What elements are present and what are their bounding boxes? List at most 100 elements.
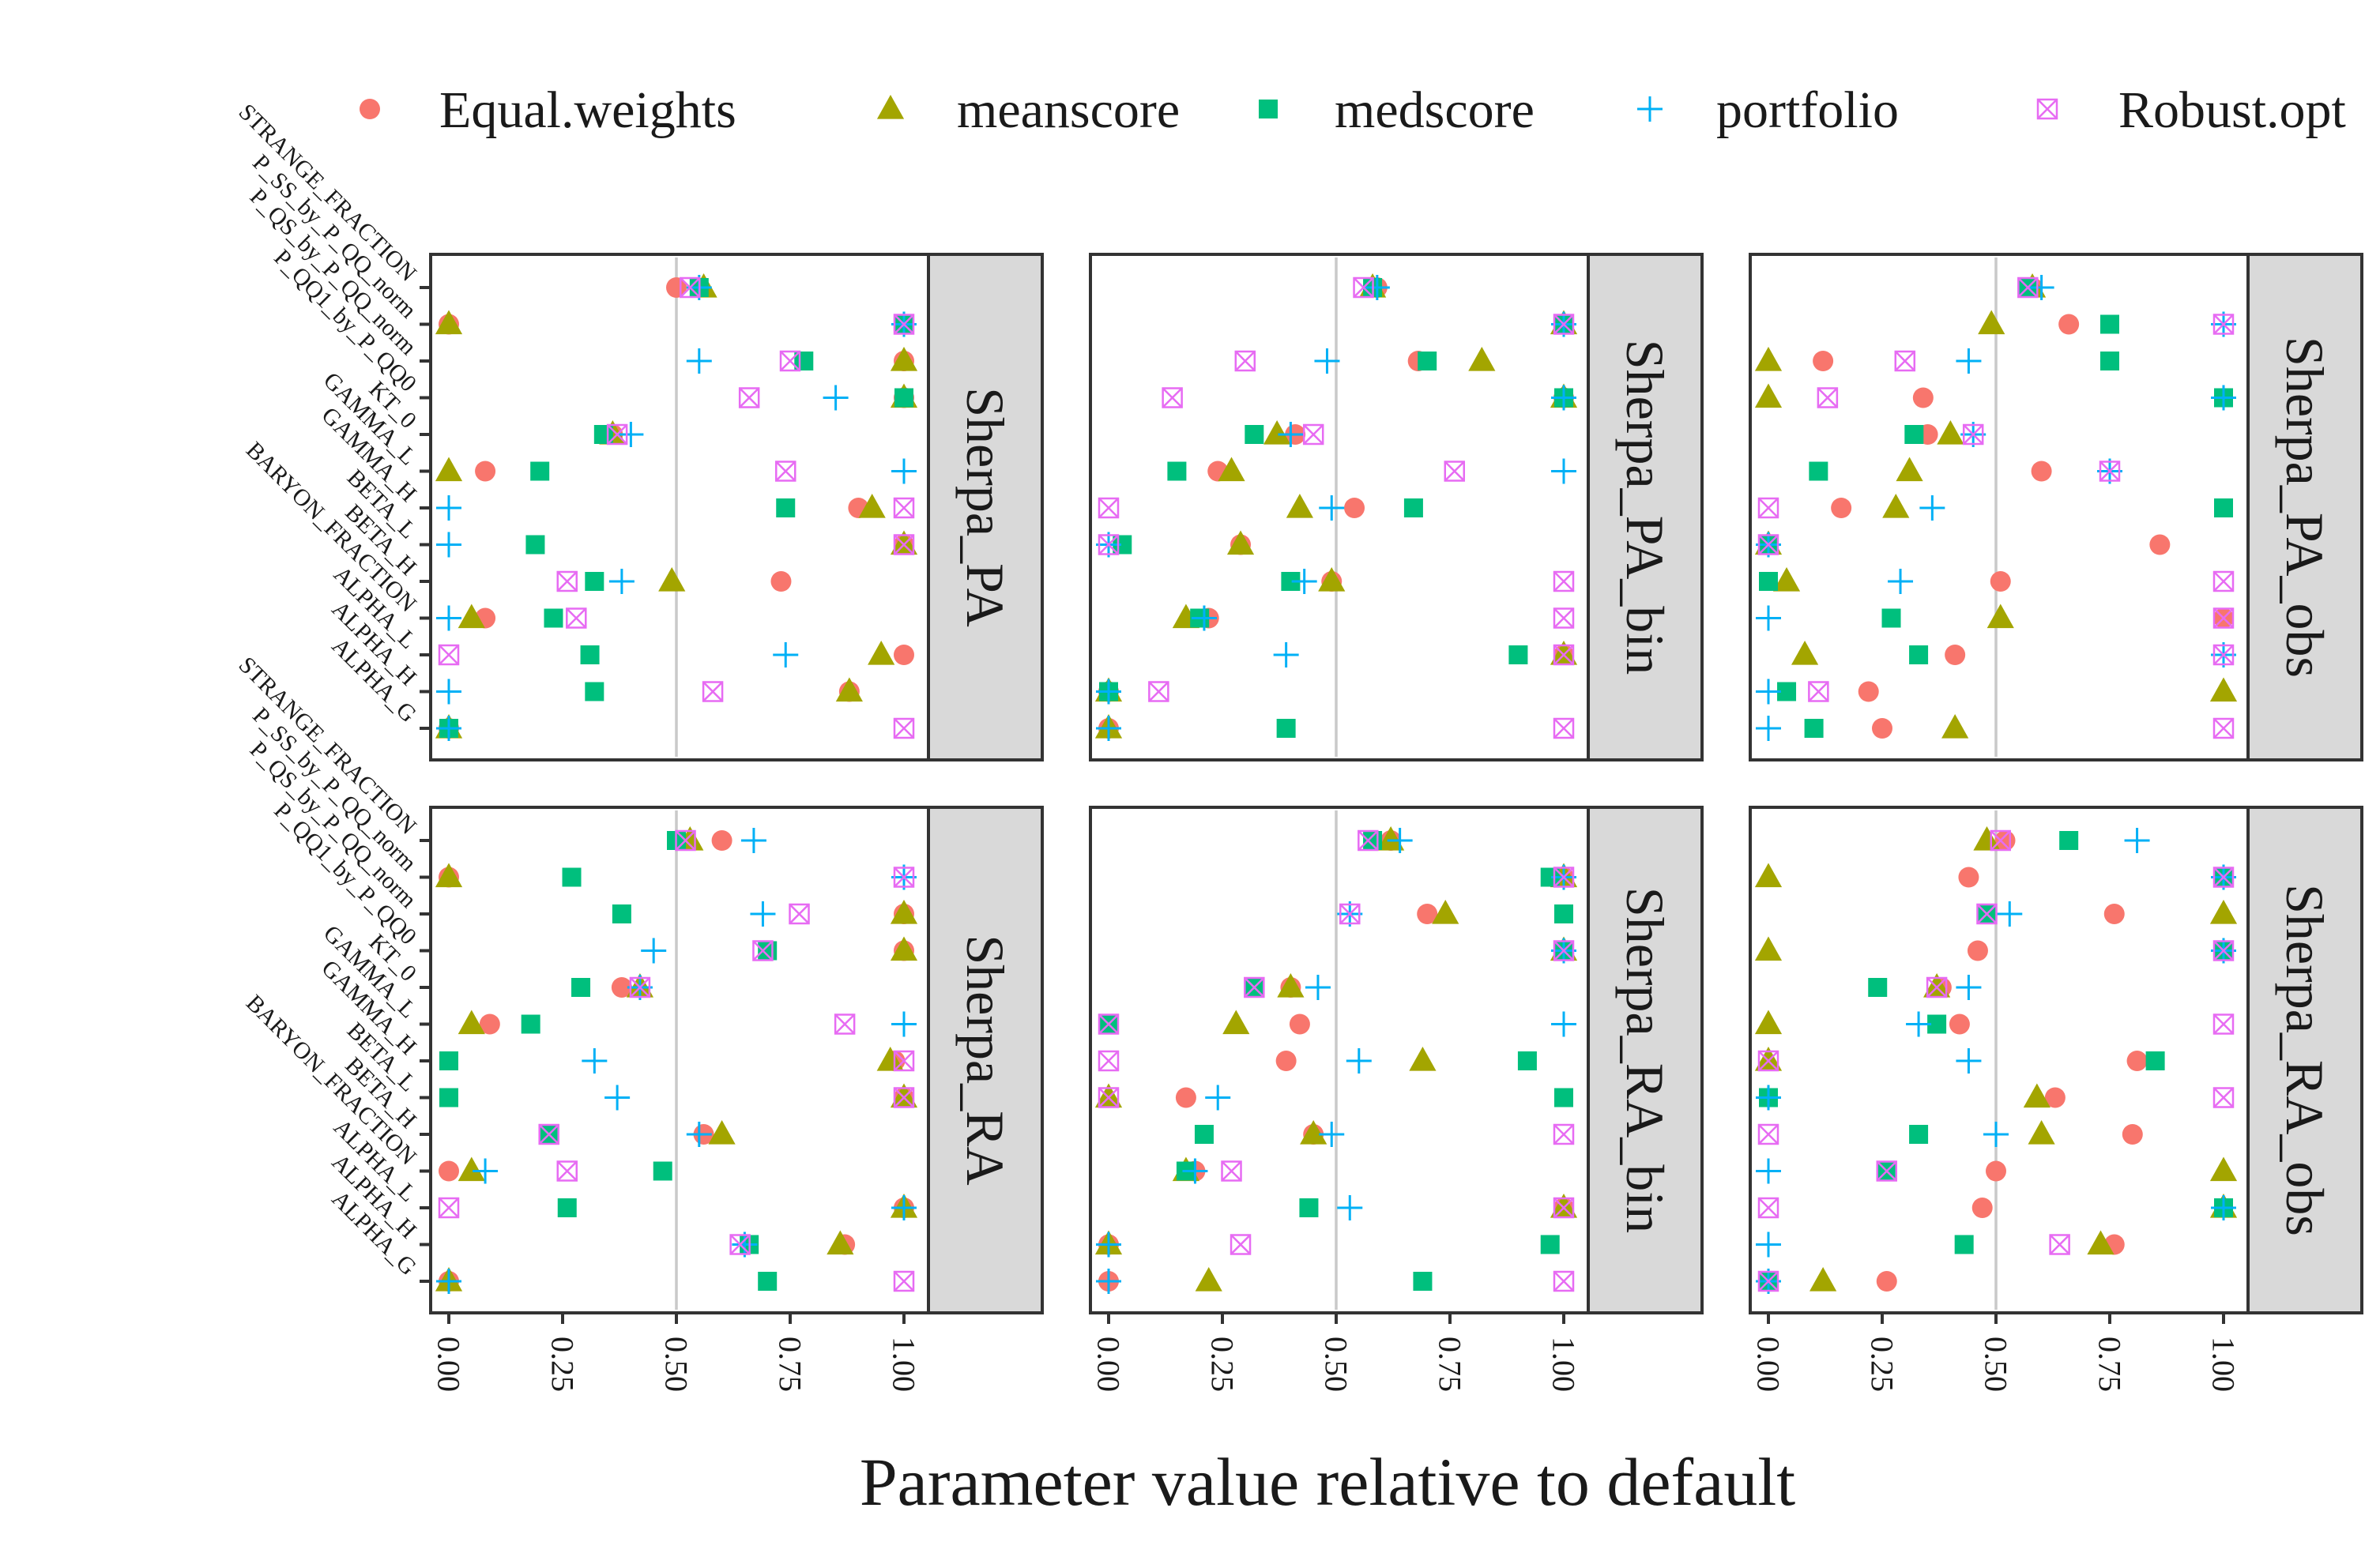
point-equal-weights bbox=[1967, 940, 1988, 961]
point-robust-opt bbox=[675, 829, 696, 852]
point-robust-opt bbox=[1757, 1123, 1779, 1145]
point-equal-weights bbox=[360, 99, 380, 119]
point-robust-opt bbox=[1553, 717, 1575, 739]
point-medscore bbox=[894, 388, 913, 408]
point-equal-weights bbox=[1858, 681, 1879, 702]
point-equal-weights bbox=[2122, 1124, 2143, 1145]
point-meanscore bbox=[2209, 1156, 2238, 1182]
point-meanscore bbox=[1550, 1194, 1578, 1218]
facet-strip bbox=[927, 253, 1044, 761]
point-meanscore bbox=[858, 494, 886, 518]
legend-item-robust-opt: Robust.opt bbox=[2036, 81, 2346, 139]
point-portfolio bbox=[1997, 901, 2023, 927]
point-robust-opt bbox=[2099, 461, 2121, 482]
point-meanscore bbox=[876, 1047, 904, 1071]
point-portfolio bbox=[1337, 1195, 1363, 1220]
point-robust-opt bbox=[1244, 976, 1265, 998]
facet-panel-sherpa-pa: Sherpa_PA bbox=[429, 253, 1044, 761]
point-portfolio bbox=[604, 1085, 631, 1111]
point-meanscore bbox=[2209, 677, 2238, 702]
point-medscore bbox=[758, 941, 778, 961]
point-robust-opt bbox=[2049, 1234, 2070, 1255]
point-portfolio bbox=[740, 828, 766, 853]
point-portfolio bbox=[1191, 605, 1217, 631]
point-meanscore bbox=[890, 1083, 918, 1108]
x-tick-label: 0.25 bbox=[545, 1337, 581, 1392]
point-robust-opt bbox=[1553, 867, 1575, 888]
legend: Equal.weights meanscore medscore portfolio R… bbox=[360, 81, 2346, 139]
point-medscore bbox=[612, 904, 631, 923]
point-equal-weights bbox=[2103, 904, 2125, 924]
point-meanscore bbox=[1377, 826, 1405, 851]
point-portfolio bbox=[732, 1231, 758, 1258]
point-robust-opt bbox=[1339, 903, 1361, 925]
x-tick-label: 0.00 bbox=[431, 1337, 467, 1392]
point-robust-opt bbox=[1098, 1013, 1120, 1035]
point-meanscore bbox=[1978, 310, 2005, 335]
legend-key-medscore bbox=[1259, 100, 1278, 118]
point-medscore bbox=[2100, 352, 2119, 370]
x-axis-title: Parameter value relative to default bbox=[860, 1444, 1795, 1520]
point-equal-weights bbox=[2044, 1087, 2066, 1108]
x-tick-label: 0.25 bbox=[1865, 1337, 1900, 1392]
point-robust-opt bbox=[738, 387, 760, 408]
point-robust-opt bbox=[893, 717, 915, 739]
point-robust-opt bbox=[1234, 350, 1256, 372]
point-portfolio bbox=[1364, 275, 1390, 300]
point-portfolio bbox=[1637, 96, 1663, 122]
point-portfolio bbox=[1305, 975, 1331, 1000]
point-meanscore bbox=[1094, 1083, 1123, 1108]
point-portfolio bbox=[582, 1048, 608, 1074]
point-meanscore bbox=[458, 604, 485, 629]
point-portfolio bbox=[686, 348, 712, 374]
point-robust-opt bbox=[1926, 976, 1948, 998]
legend-label-robust-opt: Robust.opt bbox=[2118, 81, 2346, 139]
point-equal-weights bbox=[475, 461, 496, 482]
point-portfolio bbox=[750, 901, 776, 927]
series-robust-opt bbox=[438, 829, 915, 1292]
legend-item-meanscore: meanscore bbox=[876, 81, 1180, 139]
point-robust-opt bbox=[1162, 387, 1183, 408]
series-portfolio bbox=[1096, 828, 1576, 1294]
point-meanscore bbox=[1986, 604, 2014, 629]
point-robust-opt bbox=[1757, 1197, 1779, 1219]
point-robust-opt bbox=[438, 644, 460, 666]
point-equal-weights bbox=[1831, 498, 1852, 518]
point-equal-weights bbox=[611, 977, 632, 998]
point-portfolio bbox=[1346, 1048, 1372, 1074]
point-robust-opt bbox=[893, 1087, 915, 1108]
point-medscore bbox=[1167, 461, 1187, 481]
point-robust-opt bbox=[2212, 867, 2235, 888]
point-meanscore bbox=[435, 310, 463, 335]
point-portfolio bbox=[436, 495, 461, 521]
point-portfolio bbox=[2211, 1195, 2236, 1220]
facet-strip bbox=[2246, 253, 2363, 761]
facet-panel-sherpa-ra: Sherpa_RA bbox=[429, 806, 1044, 1314]
point-equal-weights bbox=[2058, 314, 2080, 335]
point-robust-opt bbox=[566, 607, 587, 629]
point-robust-opt bbox=[680, 276, 701, 299]
point-portfolio bbox=[1906, 1011, 1932, 1037]
point-meanscore bbox=[1218, 457, 1245, 482]
legend-key-robust-opt bbox=[2036, 98, 2058, 120]
point-equal-weights bbox=[1876, 1271, 1897, 1292]
point-meanscore bbox=[890, 900, 918, 924]
point-meanscore bbox=[2087, 1230, 2115, 1255]
series-meanscore bbox=[1754, 826, 2238, 1292]
point-robust-opt bbox=[2212, 1087, 2235, 1108]
point-robust-opt bbox=[893, 1050, 915, 1072]
point-portfolio bbox=[1756, 605, 1781, 631]
legend-key-portfolio bbox=[1637, 96, 1663, 122]
point-meanscore bbox=[1754, 1047, 1783, 1071]
point-meanscore bbox=[827, 1230, 854, 1255]
legend-item-medscore: medscore bbox=[1259, 81, 1535, 139]
point-robust-opt bbox=[1358, 829, 1379, 852]
point-portfolio bbox=[1551, 458, 1576, 484]
point-portfolio bbox=[1182, 1158, 1208, 1184]
facet-strip bbox=[1587, 253, 1704, 761]
point-portfolio bbox=[1273, 642, 1299, 667]
point-robust-opt bbox=[556, 570, 578, 592]
point-robust-opt bbox=[629, 976, 651, 998]
point-portfolio bbox=[1319, 1122, 1345, 1147]
